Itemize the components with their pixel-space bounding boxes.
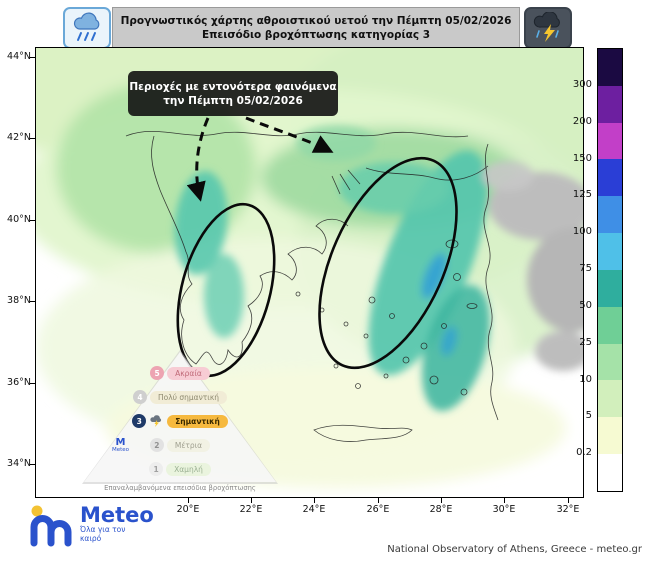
map-title-box: Προγνωστικός χάρτης αθροιστικού υετού τη… <box>112 7 520 49</box>
colorbar-tick-label: 75 <box>579 263 592 274</box>
colorbar-segment <box>598 196 622 234</box>
y-axis-tick-mark <box>30 57 36 58</box>
level-storm-icon <box>150 415 162 427</box>
x-axis-tick-label: 32°E <box>556 504 580 515</box>
x-axis-tick-mark <box>504 497 505 503</box>
colorbar-segment <box>598 49 622 86</box>
emphasis-ellipse-east <box>318 156 458 370</box>
coastlines <box>125 131 499 442</box>
colorbar-segment <box>598 417 622 455</box>
category-pyramid: 5 Ακραία 4 Πολύ σημαντική 3 Σημαντική 2 Μέτρια 1… <box>82 350 278 502</box>
y-axis-tick-label: 36°N <box>7 377 31 388</box>
y-axis-tick-label: 34°N <box>7 458 31 469</box>
pyramid-level-4: 4 Πολύ σημαντική <box>82 390 278 404</box>
x-axis-tick-label: 28°E <box>429 504 453 515</box>
storm-cloud-lightning-icon <box>524 7 572 49</box>
heavy-rain-cells <box>174 125 583 412</box>
meteo-mini-logo-text: Meteo <box>112 447 130 453</box>
x-axis-tick-label: 20°E <box>176 504 200 515</box>
x-axis-tick-mark <box>441 497 442 503</box>
colorbar-segment <box>598 454 622 491</box>
level-badge-3: 3 <box>132 414 147 428</box>
meteo-logo: Meteo Όλα για τον καιρό <box>28 504 154 548</box>
x-axis-tick-label: 24°E <box>302 504 326 515</box>
colorbar-tick-label: 0.2 <box>576 447 592 459</box>
pyramid-caption: Επαναλαμβανόμενα επεισόδια βροχόπτωσης <box>104 484 256 492</box>
colorbar <box>597 48 623 492</box>
colorbar-tick-label: 5 <box>585 410 592 422</box>
pyramid-level-1: 1 Χαμηλή <box>82 462 278 476</box>
y-axis-tick-label: 42°N <box>7 132 31 143</box>
level-badge-5: 5 <box>150 366 165 380</box>
colorbar-tick-label: 200 <box>572 115 592 127</box>
y-axis-tick-label: 38°N <box>7 295 31 306</box>
colorbar-tick-label: 10 <box>579 373 592 385</box>
y-axis-tick-mark <box>30 464 36 465</box>
annotation-arrow-west <box>186 117 210 202</box>
rain-cloud-icon <box>63 7 111 49</box>
annotation-line1: Περιοχές με εντονότερα φαινόμενα <box>129 80 337 93</box>
level-badge-1: 1 <box>149 462 164 476</box>
x-axis-tick-mark <box>251 497 252 503</box>
meteo-mini-logo: M Meteo <box>112 437 130 454</box>
level-badge-4: 4 <box>132 390 147 404</box>
map-frame <box>35 47 584 498</box>
map-canvas <box>36 48 583 497</box>
colorbar-segment <box>598 122 622 160</box>
colorbar-segment <box>598 269 622 307</box>
colorbar-tick-label: 100 <box>572 226 592 238</box>
x-axis-tick-label: 30°E <box>492 504 516 515</box>
map-title-line1: Προγνωστικός χάρτης αθροιστικού υετού τη… <box>120 15 512 27</box>
level-label-1: Χαμηλή <box>166 462 211 476</box>
annotation-arrow-east <box>245 116 334 153</box>
colorbar-tick-label: 25 <box>579 336 592 348</box>
x-axis-tick-mark <box>188 497 189 503</box>
y-axis-tick-mark <box>30 301 36 302</box>
level-label-5: Ακραία <box>167 366 210 380</box>
y-axis-tick-mark <box>30 383 36 384</box>
pyramid-level-3: 3 Σημαντική <box>82 414 278 428</box>
annotation-box: Περιοχές με εντονότερα φαινόμενα την Πέμ… <box>128 71 338 116</box>
meteo-m-icon <box>30 505 72 547</box>
level-badge-2: 2 <box>149 438 164 452</box>
colorbar-tick-label: 125 <box>572 189 592 201</box>
colorbar-segment <box>598 306 622 344</box>
pyramid-level-5: 5 Ακραία <box>82 366 278 380</box>
colorbar-segment <box>598 233 622 270</box>
x-axis-tick-mark <box>378 497 379 503</box>
colorbar-tick-label: 50 <box>579 299 592 311</box>
level-label-2: Μέτρια <box>166 438 211 452</box>
x-axis-tick-label: 26°E <box>366 504 390 515</box>
logo-tagline: Όλα για τον καιρό <box>80 525 126 543</box>
logo-name: Meteo <box>80 503 154 527</box>
map-title-line2: Επεισόδιο βροχόπτωσης κατηγορίας 3 <box>201 29 431 41</box>
y-axis-tick-label: 44°N <box>7 51 31 62</box>
y-axis-tick-mark <box>30 138 36 139</box>
level-label-4: Πολύ σημαντική <box>149 390 228 404</box>
y-axis-tick-label: 40°N <box>7 214 31 225</box>
x-axis-tick-mark <box>314 497 315 503</box>
colorbar-segment <box>598 380 622 418</box>
colorbar-segment <box>598 159 622 197</box>
annotation-line2: την Πέμπτη 05/02/2026 <box>163 94 303 107</box>
colorbar-segment <box>598 85 622 123</box>
y-axis-tick-mark <box>30 220 36 221</box>
footer-credit: National Observatory of Athens, Greece -… <box>387 544 642 555</box>
x-axis-tick-label: 22°E <box>239 504 263 515</box>
x-axis-tick-mark <box>568 497 569 503</box>
colorbar-segment <box>598 343 622 381</box>
level-label-3: Σημαντική <box>167 414 228 428</box>
colorbar-tick-label: 300 <box>572 78 592 90</box>
pyramid-level-2: 2 Μέτρια <box>82 438 278 452</box>
colorbar-tick-label: 150 <box>572 152 592 164</box>
